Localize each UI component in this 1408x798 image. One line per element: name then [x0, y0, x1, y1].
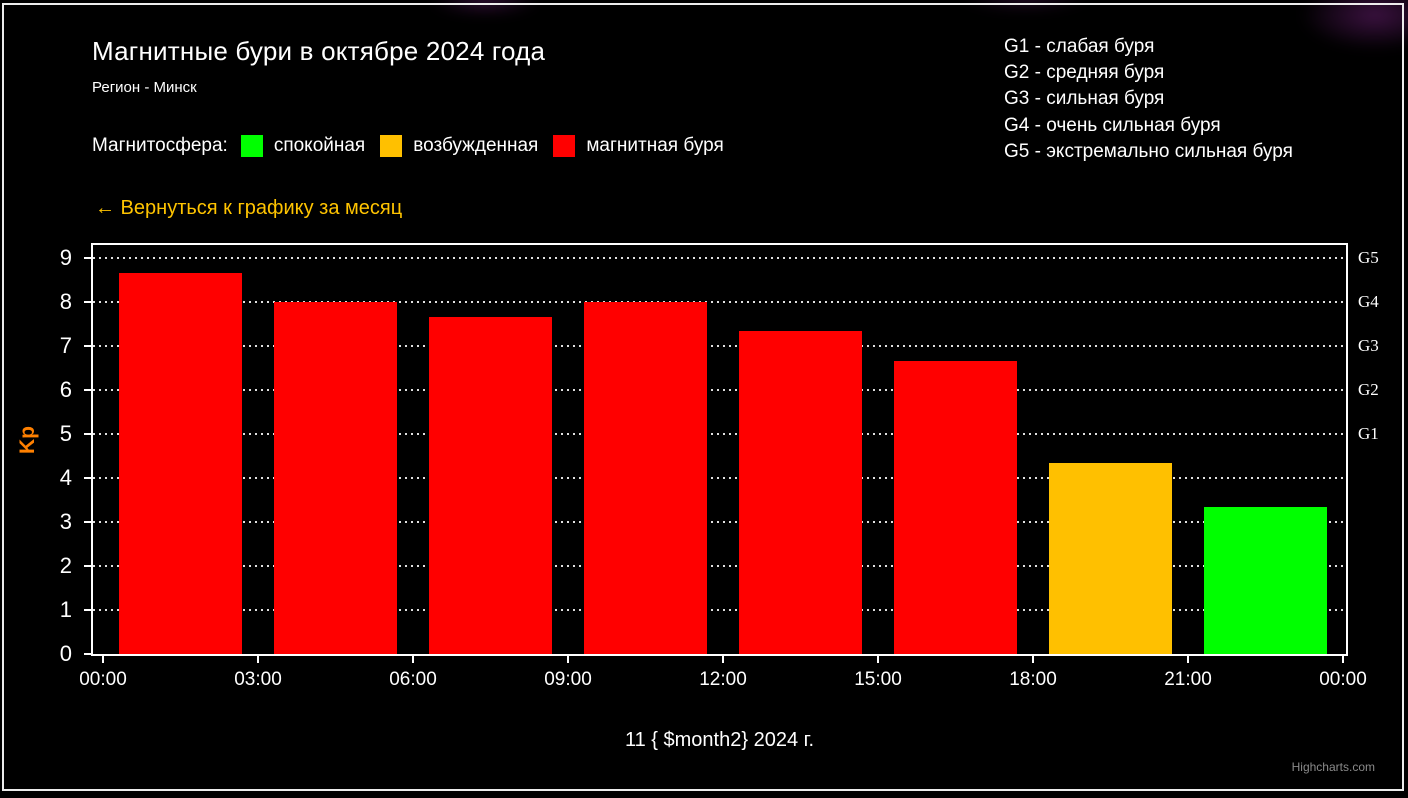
y-axis-label: 8 [59, 289, 72, 314]
y-axis-label: 4 [59, 465, 72, 490]
kp-bar[interactable] [584, 302, 707, 654]
back-to-month-link[interactable]: ← Вернуться к графику за месяц [95, 197, 403, 219]
y-axis-label: 5 [59, 421, 72, 446]
legend-item-label: спокойная [273, 135, 366, 156]
y-axis-label: 7 [59, 333, 72, 358]
x-axis-label: 21:00 [1164, 669, 1212, 690]
gridline-kp-8 [93, 301, 1346, 303]
y-axis-label: 3 [59, 509, 72, 534]
y-axis-tick [84, 565, 91, 567]
magnetosphere-legend: Магнитосфера: спокойная возбужденная магни… [92, 135, 739, 157]
kp-bar[interactable] [894, 360, 1017, 654]
storm-scale-line: G4 - очень сильная буря [1004, 114, 1221, 136]
y-axis-tick [84, 653, 91, 655]
legend-item-label: возбужденная [413, 135, 539, 156]
legend-item-label: магнитная буря [586, 135, 724, 156]
x-axis-tick [567, 656, 569, 663]
y-axis-label: 1 [59, 597, 72, 622]
right-axis-label-g3: G3 [1358, 336, 1379, 355]
storm-scale-line: G1 - слабая буря [1004, 36, 1155, 57]
x-axis-label: 09:00 [544, 669, 592, 690]
chart-subtitle: Регион - Минск [92, 79, 197, 96]
x-axis-tick [412, 656, 414, 663]
y-axis-tick [84, 609, 91, 611]
y-axis-tick [84, 477, 91, 479]
x-axis-tick [102, 656, 104, 663]
y-axis-tick [84, 433, 91, 435]
y-axis-tick [84, 345, 91, 347]
kp-bar[interactable] [119, 272, 242, 654]
y-axis-tick [84, 521, 91, 523]
x-axis-label: 06:00 [389, 669, 437, 690]
kp-bar[interactable] [429, 316, 552, 654]
y-axis-tick [84, 389, 91, 391]
x-axis-label: 18:00 [1009, 669, 1057, 690]
chart-title: Магнитные бури в октябре 2024 года [92, 36, 546, 66]
gridline-kp-6 [93, 389, 1346, 391]
y-axis-label: 0 [59, 641, 72, 666]
legend-item: спокойная [240, 135, 366, 157]
x-axis-label: 00:00 [79, 669, 127, 690]
storm-scale-legend: G1 - слабая буря G2 - средняя буря G3 - си… [1004, 34, 1293, 165]
x-axis-label: 03:00 [234, 669, 282, 690]
x-axis-tick [722, 656, 724, 663]
kp-bar[interactable] [1049, 463, 1172, 654]
x-axis-label: 12:00 [699, 669, 747, 690]
highcharts-credit-link[interactable]: Highcharts.com [1291, 760, 1375, 774]
x-axis-label: 00:00 [1319, 669, 1367, 690]
legend-swatch [380, 135, 403, 157]
x-axis-title: 11 { $month2} 2024 г. [624, 729, 815, 751]
legend-title: Магнитосфера: [92, 135, 228, 156]
gridline-kp-7 [93, 345, 1346, 347]
legend-swatch [553, 135, 576, 157]
y-axis-tick [84, 301, 91, 303]
legend-item: возбужденная [380, 135, 538, 157]
kp-bar[interactable] [274, 302, 397, 654]
right-axis-label-g4: G4 [1358, 292, 1379, 311]
x-axis-tick [1342, 656, 1344, 663]
gridline-kp-1 [93, 609, 1346, 611]
right-axis-label-g1: G1 [1358, 424, 1379, 443]
plot-area [91, 243, 1348, 656]
y-axis-tick [84, 257, 91, 259]
storm-scale-line: G5 - экстремально сильная буря [1004, 140, 1293, 162]
kp-bar[interactable] [739, 331, 862, 654]
right-axis-label-g5: G5 [1358, 248, 1379, 267]
legend-item: магнитная буря [553, 135, 724, 157]
x-axis-tick [1032, 656, 1034, 663]
x-axis-tick [877, 656, 879, 663]
y-axis-label: 9 [59, 245, 72, 270]
x-axis-label: 15:00 [854, 669, 902, 690]
storm-scale-line: G2 - средняя буря [1004, 62, 1165, 84]
legend-swatch [240, 135, 263, 157]
chart-outer-border [2, 3, 1404, 791]
right-axis-label-g2: G2 [1358, 380, 1379, 399]
gridline-kp-2 [93, 565, 1346, 567]
gridline-kp-5 [93, 433, 1346, 435]
x-axis-tick [1187, 656, 1189, 663]
gridline-kp-9 [93, 257, 1346, 259]
gridline-kp-3 [93, 521, 1346, 523]
y-axis-label: 2 [59, 553, 72, 578]
gridline-kp-4 [93, 477, 1346, 479]
x-axis-tick [257, 656, 259, 663]
kp-bar[interactable] [1204, 507, 1327, 654]
y-axis-label: 6 [59, 377, 72, 402]
storm-scale-line: G3 - сильная буря [1004, 88, 1165, 110]
